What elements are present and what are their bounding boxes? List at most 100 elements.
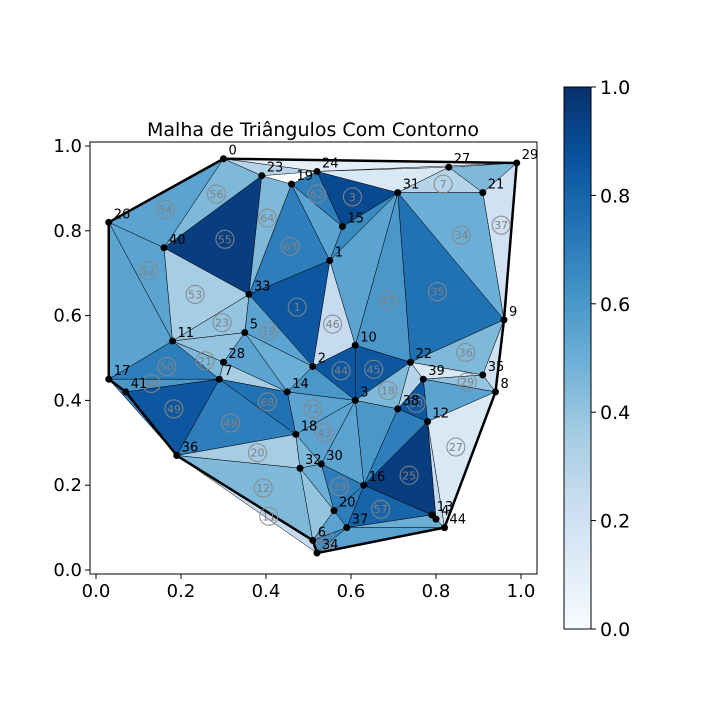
colorbar-tick-label: 1.0 xyxy=(600,77,630,99)
x-tick-label: 0.0 xyxy=(82,581,111,602)
triangle-label-ring xyxy=(399,465,419,485)
triangle-label-ring xyxy=(371,499,391,519)
node-point xyxy=(122,388,130,396)
node-label: 12 xyxy=(433,407,450,422)
triangle-label: 25 xyxy=(402,469,416,482)
y-tick-label: 0.6 xyxy=(53,306,82,327)
triangle-label: 68 xyxy=(260,396,274,409)
node-point xyxy=(424,418,431,426)
chart-title: Malha de Triângulos Com Contorno xyxy=(147,119,479,141)
triangle-label-ring xyxy=(406,393,426,413)
node-label: 6 xyxy=(318,525,326,540)
triangle-label-ring xyxy=(215,229,235,249)
triangle-label: 62 xyxy=(310,188,324,201)
triangle-label: 7 xyxy=(440,178,447,191)
triangle-label-ring xyxy=(253,478,273,498)
colorbar: 0.0 0.2 0.4 0.6 0.8 1.0 xyxy=(563,77,630,641)
node-point xyxy=(351,396,359,404)
node-label: 13 xyxy=(437,500,454,515)
triangle-label: 27 xyxy=(449,441,463,454)
node-label: 22 xyxy=(416,347,433,362)
node-label: 38 xyxy=(403,394,420,409)
node-label: 28 xyxy=(229,347,246,362)
x-tick-label: 0.6 xyxy=(337,581,366,602)
node-point xyxy=(292,430,300,438)
node-point xyxy=(309,536,317,544)
triangle-label-ring xyxy=(427,282,447,302)
triangle-label: 45 xyxy=(367,363,381,376)
triangle-label-ring xyxy=(212,313,232,333)
node-label: 7 xyxy=(224,364,232,379)
triangle-label: 19 xyxy=(262,325,276,338)
triangle-label-ring xyxy=(378,290,398,310)
node-point xyxy=(394,405,402,413)
triangle-label-ring xyxy=(257,392,277,412)
triangle-label-ring xyxy=(157,356,177,376)
triangle-label-ring xyxy=(342,187,362,207)
x-tick-label: 0.4 xyxy=(252,581,281,602)
node-point xyxy=(220,155,227,163)
node-label: 26 xyxy=(114,207,131,222)
colorbar-tick-label: 0.2 xyxy=(600,511,630,533)
node-point xyxy=(105,375,113,383)
node-label: 32 xyxy=(305,453,322,468)
triangle-label-ring xyxy=(259,506,279,526)
triangle-label: 72 xyxy=(306,403,320,416)
colorbar-tick-label: 0.4 xyxy=(600,402,630,424)
node-point xyxy=(283,388,291,396)
node-label: 11 xyxy=(178,326,195,341)
triangle-label: 57 xyxy=(374,503,388,516)
triangle-label: 53 xyxy=(188,288,202,301)
node-point xyxy=(330,507,338,515)
node-point xyxy=(245,290,253,298)
triangle-label: 23 xyxy=(215,317,229,330)
node-point xyxy=(326,256,334,264)
node-point xyxy=(313,549,321,557)
triangle-label-ring xyxy=(257,208,277,228)
node-point xyxy=(317,460,325,468)
triangle-label-ring xyxy=(446,437,466,457)
node-label: 15 xyxy=(348,212,365,227)
triangle-label: 37 xyxy=(494,219,508,232)
node-point xyxy=(258,172,266,180)
node-point xyxy=(343,524,351,532)
node-label: 39 xyxy=(428,364,445,379)
y-tick-label: 0.2 xyxy=(53,475,82,496)
node-label: 24 xyxy=(322,156,339,171)
node-label: 0 xyxy=(229,144,237,159)
colorbar-tick-label: 0.6 xyxy=(600,294,630,316)
triangle-label-ring xyxy=(155,200,175,220)
colorbar-tick-label: 0.8 xyxy=(600,185,630,207)
x-tick-label: 1.0 xyxy=(507,581,536,602)
node-label: 14 xyxy=(292,377,309,392)
triangle-label: 40 xyxy=(144,377,158,390)
contour-outline xyxy=(107,157,518,555)
triangle-label-ring xyxy=(248,443,267,463)
node-point xyxy=(445,163,453,171)
triangle-label: 64 xyxy=(260,212,274,225)
node-point xyxy=(313,167,321,175)
triangle-label-ring xyxy=(330,477,350,497)
node-point xyxy=(351,341,359,349)
triangle-label-ring xyxy=(221,413,241,433)
node-point xyxy=(360,481,368,489)
node-label: 37 xyxy=(352,513,369,528)
node-label: 41 xyxy=(131,377,148,392)
triangle-label: 34 xyxy=(455,229,469,242)
plot-frame xyxy=(89,141,538,575)
node-label: 40 xyxy=(169,233,186,248)
triangle-label: 55 xyxy=(218,233,232,246)
triangle-label-ring xyxy=(206,184,226,204)
triangle-label-ring xyxy=(364,359,384,379)
triangle-label: 43 xyxy=(317,427,331,440)
node-label: 30 xyxy=(326,449,343,464)
node-point xyxy=(394,189,402,197)
triangle-label-ring xyxy=(323,314,343,334)
node-label: 20 xyxy=(339,496,356,511)
triangle-label: 18 xyxy=(381,385,395,398)
triangle-label-ring xyxy=(185,284,205,304)
node-point xyxy=(339,223,346,231)
triangle-label: 46 xyxy=(326,318,340,331)
